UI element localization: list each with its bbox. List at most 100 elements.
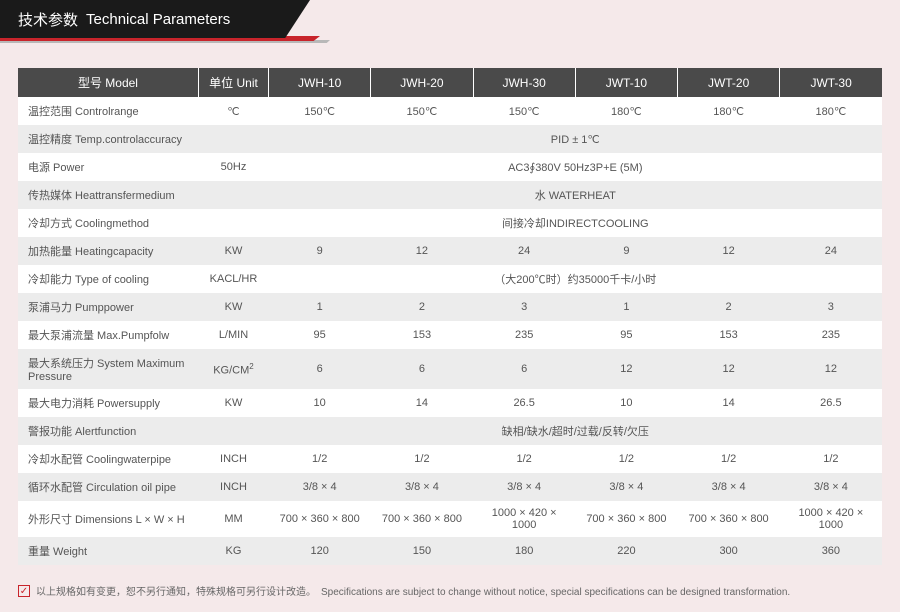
table-row: 冷却能力 Type of coolingKACL/HR（大200℃时）约3500…	[18, 265, 882, 293]
row-cell: 360	[780, 537, 882, 565]
row-unit: KACL/HR	[198, 265, 268, 293]
table-row: 温控精度 Temp.controlaccuracy PID ± 1℃	[18, 125, 882, 153]
row-cell: 3/8 × 4	[575, 473, 677, 501]
row-cell: 10	[269, 389, 371, 417]
row-cell: 1/2	[473, 445, 575, 473]
table-row: 冷却水配管 CoolingwaterpipeINCH1/21/21/21/21/…	[18, 445, 882, 473]
col-header: JWH-10	[269, 68, 371, 97]
row-cell: 700 × 360 × 800	[575, 501, 677, 537]
check-icon: ✓	[18, 585, 30, 597]
row-cell: 150℃	[269, 97, 371, 125]
row-cell: 1000 × 420 × 1000	[473, 501, 575, 537]
row-unit: KW	[198, 389, 268, 417]
row-cell: 3/8 × 4	[269, 473, 371, 501]
table-row: 外形尺寸 Dimensions L × W × HMM700 × 360 × 8…	[18, 501, 882, 537]
col-header: JWH-30	[473, 68, 575, 97]
row-label: 泵浦马力 Pumppower	[18, 293, 198, 321]
row-cell: 180℃	[575, 97, 677, 125]
header-title-en: Technical Parameters	[86, 11, 230, 28]
row-cell: 3/8 × 4	[371, 473, 473, 501]
row-cell: 24	[473, 237, 575, 265]
row-cell: 150	[371, 537, 473, 565]
col-header: JWH-20	[371, 68, 473, 97]
table-row: 重量 WeightKG120150180220300360	[18, 537, 882, 565]
table-row: 循环水配管 Circulation oil pipeINCH3/8 × 43/8…	[18, 473, 882, 501]
row-cell: 150℃	[371, 97, 473, 125]
row-label: 温控精度 Temp.controlaccuracy	[18, 125, 198, 153]
col-header: JWT-20	[678, 68, 780, 97]
row-cell: 26.5	[780, 389, 882, 417]
header-title-cn: 技术参数	[18, 9, 78, 30]
row-label: 冷却能力 Type of cooling	[18, 265, 198, 293]
row-cell: 3/8 × 4	[473, 473, 575, 501]
table-row: 温控范围 Controlrange℃150℃150℃150℃180℃180℃18…	[18, 97, 882, 125]
row-cell: 3	[473, 293, 575, 321]
row-unit: 50Hz	[198, 153, 268, 181]
row-cell: 14	[678, 389, 780, 417]
row-label: 冷却方式 Coolingmethod	[18, 209, 198, 237]
row-cell: 153	[678, 321, 780, 349]
row-label: 冷却水配管 Coolingwaterpipe	[18, 445, 198, 473]
row-cell: 95	[269, 321, 371, 349]
row-span-value: 间接冷却INDIRECTCOOLING	[269, 209, 882, 237]
row-cell: 12	[780, 349, 882, 389]
section-header: 技术参数 Technical Parameters	[0, 0, 900, 44]
table-row: 电源 Power50HzAC3∮380V 50Hz3P+E (5M)	[18, 153, 882, 181]
row-cell: 12	[371, 237, 473, 265]
row-span-value: PID ± 1℃	[269, 125, 882, 153]
row-cell: 95	[575, 321, 677, 349]
table-row: 警报功能 Alertfunction 缺相/缺水/超时/过载/反转/欠压	[18, 417, 882, 445]
table-row: 最大系统压力 System Maximum PressureKG/CM26661…	[18, 349, 882, 389]
row-cell: 12	[678, 349, 780, 389]
table-row: 最大泵浦流量 Max.PumpfolwL/MIN9515323595153235	[18, 321, 882, 349]
row-unit: MM	[198, 501, 268, 537]
row-label: 加热能量 Heatingcapacity	[18, 237, 198, 265]
col-header: JWT-10	[575, 68, 677, 97]
row-cell: 700 × 360 × 800	[269, 501, 371, 537]
row-span-value: 缺相/缺水/超时/过载/反转/欠压	[269, 417, 882, 445]
row-unit	[198, 125, 268, 153]
row-cell: 1000 × 420 × 1000	[780, 501, 882, 537]
row-unit: INCH	[198, 445, 268, 473]
row-cell: 3	[780, 293, 882, 321]
row-unit	[198, 209, 268, 237]
row-cell: 3/8 × 4	[780, 473, 882, 501]
row-unit: L/MIN	[198, 321, 268, 349]
row-cell: 26.5	[473, 389, 575, 417]
row-cell: 10	[575, 389, 677, 417]
row-cell: 1/2	[269, 445, 371, 473]
row-cell: 14	[371, 389, 473, 417]
row-cell: 235	[780, 321, 882, 349]
row-unit: KG	[198, 537, 268, 565]
row-span-value: AC3∮380V 50Hz3P+E (5M)	[269, 153, 882, 181]
row-cell: 235	[473, 321, 575, 349]
row-label: 最大电力消耗 Powersupply	[18, 389, 198, 417]
row-cell: 6	[473, 349, 575, 389]
row-unit	[198, 417, 268, 445]
row-label: 循环水配管 Circulation oil pipe	[18, 473, 198, 501]
table-row: 传热媒体 Heattransfermedium水 WATERHEAT	[18, 181, 882, 209]
footnote: ✓ 以上规格如有变更，恕不另行通知，特殊规格可另行设计改造。 Specifica…	[0, 575, 900, 612]
row-label: 警报功能 Alertfunction	[18, 417, 198, 445]
col-header: 单位 Unit	[198, 68, 268, 97]
row-unit: INCH	[198, 473, 268, 501]
col-header: 型号 Model	[18, 68, 198, 97]
row-cell: 300	[678, 537, 780, 565]
table-body: 温控范围 Controlrange℃150℃150℃150℃180℃180℃18…	[18, 97, 882, 565]
row-cell: 153	[371, 321, 473, 349]
row-label: 电源 Power	[18, 153, 198, 181]
row-unit: KG/CM2	[198, 349, 268, 389]
row-cell: 180	[473, 537, 575, 565]
col-header: JWT-30	[780, 68, 882, 97]
row-cell: 700 × 360 × 800	[371, 501, 473, 537]
row-cell: 2	[678, 293, 780, 321]
row-cell: 1/2	[678, 445, 780, 473]
row-cell: 6	[269, 349, 371, 389]
row-cell: 12	[575, 349, 677, 389]
table-row: 加热能量 HeatingcapacityKW9122491224	[18, 237, 882, 265]
row-label: 最大泵浦流量 Max.Pumpfolw	[18, 321, 198, 349]
row-cell: 6	[371, 349, 473, 389]
table-row: 泵浦马力 PumppowerKW123123	[18, 293, 882, 321]
row-span-value: 水 WATERHEAT	[269, 181, 882, 209]
row-cell: 1	[575, 293, 677, 321]
